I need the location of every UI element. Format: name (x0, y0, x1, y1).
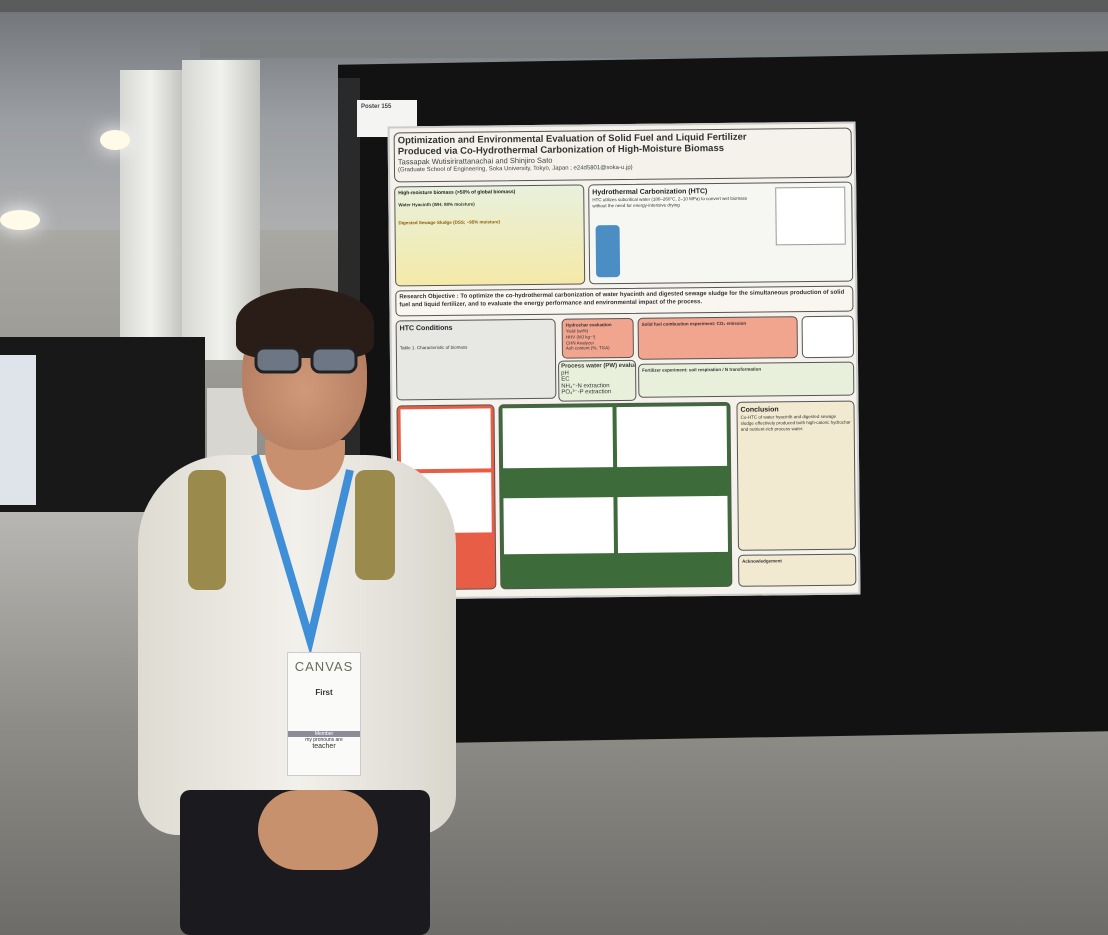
conclusion-box: Conclusion Co-HTC of water hyacinth and … (736, 400, 856, 551)
badge-ribbon: First (315, 688, 333, 697)
backpack-strap (188, 470, 226, 590)
hydrochar-box: Hydrochar evaluation Yield (wt%) HHV (MJ … (561, 317, 634, 359)
ceiling-light (0, 210, 40, 230)
item: PO₄³⁻-P extraction (561, 389, 612, 397)
conclusion-text: Co-HTC of water hyacinth and digested se… (740, 413, 851, 432)
intro-heading: High-moisture biomass (>50% of global bi… (398, 189, 516, 197)
lanyard (251, 453, 354, 655)
statistical-box (801, 315, 854, 359)
ceiling-beam (200, 40, 1108, 58)
phase-diagram (775, 186, 846, 246)
item: Ash content (%, TGA) (565, 345, 610, 351)
person-hair (236, 288, 374, 358)
poster-title-box: Optimization and Environmental Evaluatio… (393, 127, 853, 183)
ceiling-beam (0, 0, 1108, 12)
dss-heading: Digested Sewage Sludge (DSS; ~95% moistu… (398, 219, 500, 226)
combustion-heading: Solid fuel combustion experiment: CO₂ em… (641, 320, 747, 327)
reactor-illustration (595, 225, 621, 278)
chart (616, 405, 728, 468)
results-green-panel (498, 401, 733, 590)
acknowledgement-box: Acknowledgement (738, 553, 857, 587)
name-badge: CANVAS First Member my pronouns are teac… (287, 652, 361, 776)
badge-logo: CANVAS (294, 659, 354, 674)
badge-pronouns: my pronouns are (305, 737, 343, 743)
htc-box: Hydrothermal Carbonization (HTC) HTC uti… (588, 181, 854, 285)
badge-pronoun-value: teacher (312, 743, 336, 750)
table-caption: Table 1. Characteristic of biomass (399, 344, 468, 351)
badge-role: Member (288, 731, 360, 737)
person-hands (258, 790, 378, 870)
research-poster: Optimization and Environmental Evaluatio… (387, 121, 861, 600)
fertilizer-heading: Fertilizer experiment: soil respiration … (642, 366, 762, 373)
chart (400, 408, 492, 470)
htc-conditions-box: HTC Conditions Table 1. Characteristic o… (395, 318, 557, 401)
glasses-icon (254, 346, 358, 374)
column (120, 70, 182, 340)
conditions-heading: HTC Conditions (399, 324, 453, 333)
wh-heading: Water Hyacinth (WH; 88% moisture) (398, 201, 475, 208)
chart (502, 407, 614, 469)
neighbor-poster (0, 355, 36, 505)
ceiling-light (100, 130, 130, 150)
research-objective: Research Objective : To optimize the co-… (395, 285, 854, 317)
process-water-box: Process water (PW) evaluation pH EC NH₄⁺-N… (557, 359, 637, 402)
chart (617, 495, 729, 554)
ack-heading: Acknowledgement (742, 558, 782, 564)
fertilizer-box: Fertilizer experiment: soil respiration … (638, 361, 855, 398)
intro-box: High-moisture biomass (>50% of global bi… (394, 184, 586, 287)
process-water-heading: Process water (PW) evaluation (561, 362, 637, 370)
backpack-strap (355, 470, 395, 580)
htc-text: HTC utilizes subcritical water (180–260°… (592, 195, 748, 209)
combustion-box: Solid fuel combustion experiment: CO₂ em… (637, 316, 798, 360)
chart (503, 497, 615, 555)
poster-number: Poster 155 (361, 104, 392, 110)
